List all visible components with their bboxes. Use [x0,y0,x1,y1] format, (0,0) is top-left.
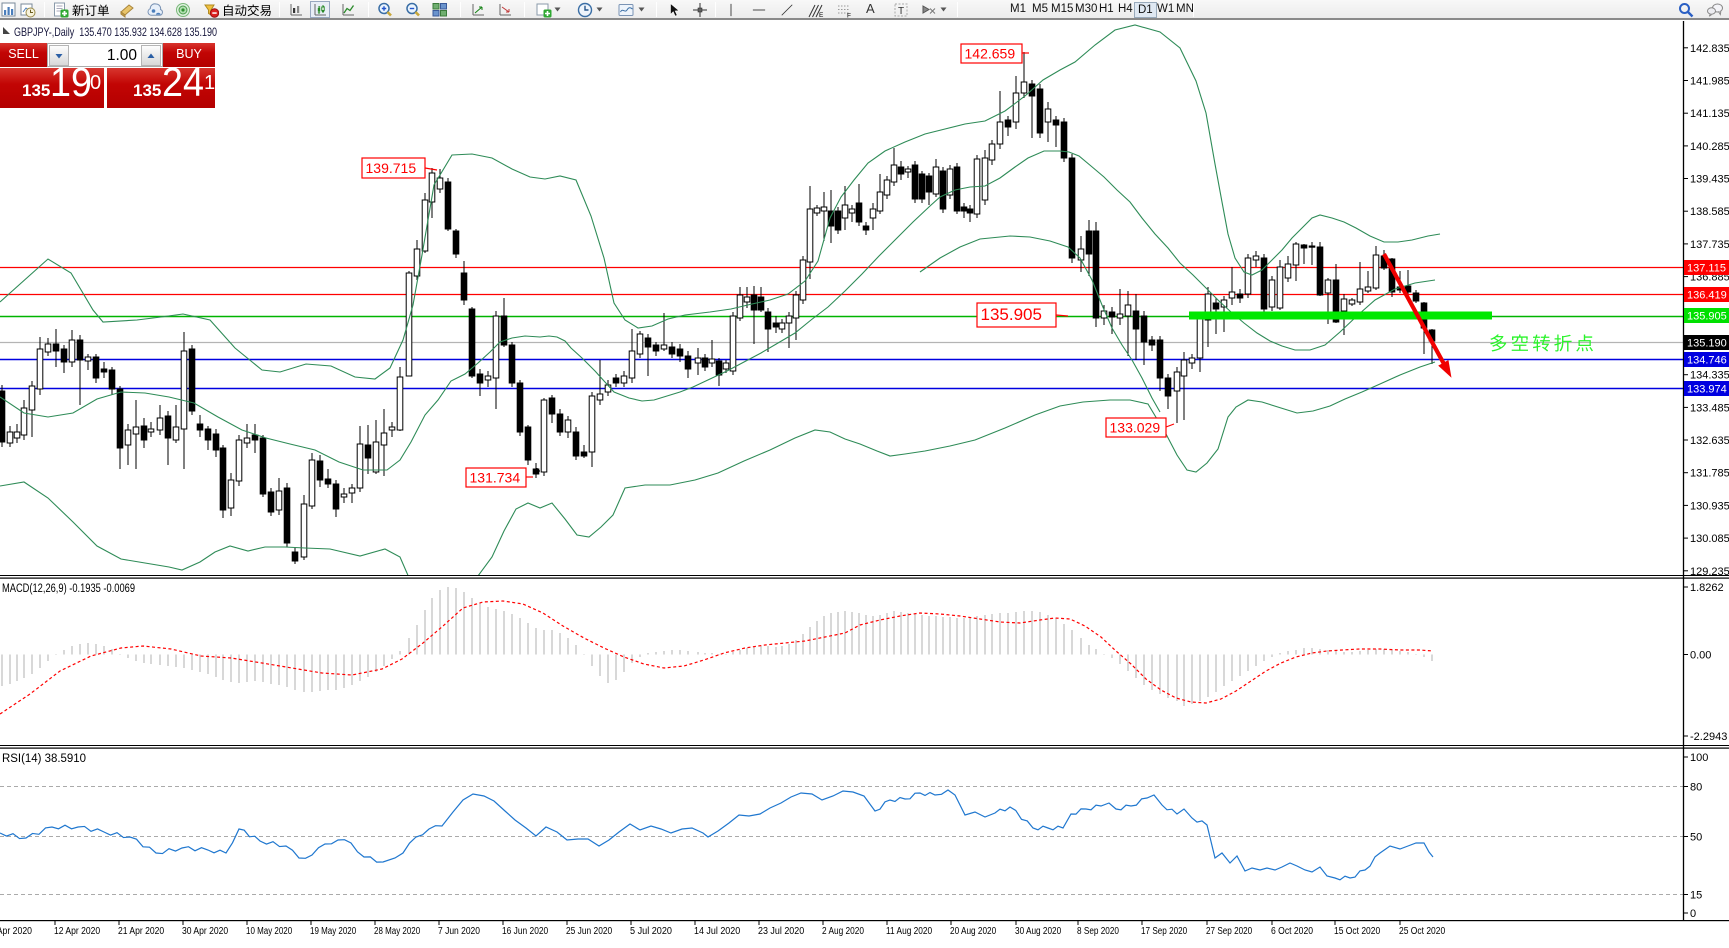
svg-text:10 May 2020: 10 May 2020 [246,926,293,937]
svg-text:133.029: 133.029 [1110,420,1161,436]
svg-text:135.905: 135.905 [1687,311,1727,323]
svg-text:0.00: 0.00 [1690,650,1711,662]
svg-text:132.635: 132.635 [1690,435,1729,447]
svg-text:141.135: 141.135 [1690,108,1729,120]
svg-text:T: T [898,6,904,17]
svg-text:5 Jul 2020: 5 Jul 2020 [630,926,672,937]
svg-text:100: 100 [1690,752,1708,764]
svg-text:MACD(12,26,9) -0.1935 -0.0069: MACD(12,26,9) -0.1935 -0.0069 [2,583,135,595]
svg-text:134.335: 134.335 [1690,370,1729,382]
svg-text:133.485: 133.485 [1690,402,1729,414]
svg-text:133.974: 133.974 [1687,384,1727,396]
svg-text:130.085: 130.085 [1690,533,1729,545]
svg-text:20 Aug 2020: 20 Aug 2020 [950,926,997,937]
svg-text:2 Apr 2020: 2 Apr 2020 [0,926,32,937]
svg-text:15: 15 [1690,890,1702,902]
svg-text:50: 50 [1690,832,1702,844]
svg-text:135.190: 135.190 [1687,338,1727,350]
svg-text:15 Oct 2020: 15 Oct 2020 [1334,926,1381,937]
svg-text:21 Apr 2020: 21 Apr 2020 [118,926,165,937]
svg-text:80: 80 [1690,782,1702,794]
svg-text:27 Sep 2020: 27 Sep 2020 [1206,926,1253,937]
svg-text:28 May 2020: 28 May 2020 [374,926,421,937]
svg-text:141.985: 141.985 [1690,76,1729,88]
svg-text:RSI(14) 38.5910: RSI(14) 38.5910 [2,753,86,765]
svg-text:F: F [847,13,851,19]
svg-text:131.785: 131.785 [1690,468,1729,480]
svg-text:0: 0 [1690,908,1696,920]
svg-text:12 Apr 2020: 12 Apr 2020 [54,926,101,937]
svg-text:23 Jul 2020: 23 Jul 2020 [758,926,805,937]
svg-text:6 Oct 2020: 6 Oct 2020 [1271,926,1313,937]
svg-text:2 Aug 2020: 2 Aug 2020 [822,926,864,937]
svg-text:136.419: 136.419 [1687,290,1727,302]
svg-text:7 Jun 2020: 7 Jun 2020 [438,926,480,937]
svg-text:GBPJPY-,Daily 135.470 135.932: GBPJPY-,Daily 135.470 135.932 134.628 13… [14,25,217,39]
svg-text:25 Oct 2020: 25 Oct 2020 [1399,926,1446,937]
svg-text:30 Aug 2020: 30 Aug 2020 [1015,926,1062,937]
svg-text:E: E [819,12,824,18]
svg-text:142.659: 142.659 [965,46,1016,62]
svg-text:129.235: 129.235 [1690,566,1729,578]
svg-text:1.8262: 1.8262 [1690,582,1724,594]
svg-text:138.585: 138.585 [1690,206,1729,218]
svg-text:11 Aug 2020: 11 Aug 2020 [886,926,933,937]
svg-text:17 Sep 2020: 17 Sep 2020 [1141,926,1188,937]
svg-text:14 Jul 2020: 14 Jul 2020 [694,926,741,937]
svg-text:134.746: 134.746 [1687,355,1727,367]
svg-text:139.715: 139.715 [366,160,417,176]
svg-text:131.734: 131.734 [470,470,521,486]
svg-text:137.735: 137.735 [1690,239,1729,251]
svg-text:139.435: 139.435 [1690,174,1729,186]
svg-text:137.115: 137.115 [1687,263,1726,275]
svg-text:142.835: 142.835 [1690,43,1729,55]
svg-text:135.905: 135.905 [981,305,1042,324]
svg-text:19 May 2020: 19 May 2020 [310,926,357,937]
svg-text:140.285: 140.285 [1690,141,1729,153]
svg-text:16 Jun 2020: 16 Jun 2020 [502,926,549,937]
svg-text:30 Apr 2020: 30 Apr 2020 [182,926,229,937]
svg-text:25 Jun 2020: 25 Jun 2020 [566,926,613,937]
svg-text:8 Sep 2020: 8 Sep 2020 [1077,926,1119,937]
svg-text:130.935: 130.935 [1690,500,1729,512]
svg-text:-2.2943: -2.2943 [1690,731,1727,743]
